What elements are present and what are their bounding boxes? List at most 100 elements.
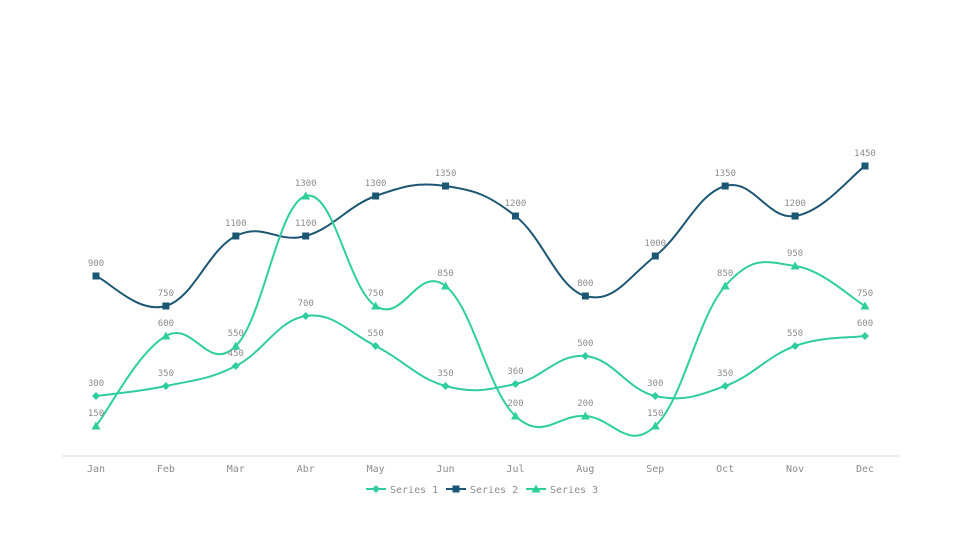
- series-3-point-nov: [790, 261, 800, 270]
- x-tick-label: Jun: [437, 464, 455, 475]
- series-1-point-aug: [581, 352, 590, 360]
- series-1-point-jan: [92, 392, 100, 400]
- series-3-point-jun: [441, 281, 451, 290]
- series-3-point-jul: [510, 411, 520, 420]
- series-1-data-label: 350: [717, 369, 733, 379]
- series-2-data-label: 1100: [225, 219, 247, 229]
- series-3-point-mar: [231, 341, 241, 350]
- x-tick-label: Dec: [856, 464, 874, 475]
- series-1-point-nov: [791, 342, 800, 350]
- legend-label: Series 1: [390, 485, 438, 496]
- series-2-point-jul: [511, 212, 519, 220]
- series-3-point-may: [371, 301, 381, 310]
- series-3-data-label: 600: [158, 319, 174, 329]
- series-1-point-feb: [161, 382, 170, 390]
- series-1: [92, 312, 869, 400]
- series-1-data-label: 550: [368, 329, 384, 339]
- series-3-data-label: 850: [717, 269, 733, 279]
- x-tick-label: Jul: [506, 464, 524, 475]
- series-2-point-oct: [721, 182, 729, 190]
- series-1-point-abr: [301, 312, 310, 320]
- series-3-point-jan: [91, 421, 101, 430]
- series-2-point-jun: [442, 182, 450, 190]
- series-1-point-jun: [441, 382, 450, 390]
- series-1-point-mar: [231, 362, 240, 370]
- x-tick-layer: Jan Feb Mar Abr May Jun Jul Aug Sep Oct Nov Dec: [87, 464, 874, 475]
- series-1-data-label: 350: [158, 369, 174, 379]
- series-3-point-dec: [860, 301, 870, 310]
- series-2-data-label: 1350: [435, 169, 457, 179]
- series-1-point-sep: [651, 392, 660, 400]
- series-1-data-label: 300: [647, 379, 663, 389]
- series-3-point-feb: [161, 331, 171, 340]
- legend: Series 1 Series 2 Series 3: [366, 484, 598, 497]
- legend-item-series-2[interactable]: Series 2: [446, 485, 518, 496]
- series-2-data-label: 1200: [505, 199, 527, 209]
- x-tick-label: Oct: [716, 464, 734, 475]
- series-1-data-label: 300: [88, 379, 104, 389]
- legend-marker-icon: [452, 485, 460, 493]
- series-2-point-dec: [861, 162, 869, 170]
- series-3-data-label: 200: [577, 399, 593, 409]
- series-3-data-label: 750: [368, 289, 384, 299]
- series-1-data-label: 350: [437, 369, 453, 379]
- series-2-data-label: 1350: [714, 169, 736, 179]
- series-1-point-dec: [861, 332, 869, 340]
- legend-item-series-3[interactable]: Series 3: [526, 484, 598, 497]
- series-1-line: [95, 314, 866, 400]
- series-2-line: [95, 165, 866, 309]
- series-1-point-jul: [511, 380, 520, 388]
- series-layer: [91, 162, 870, 437]
- x-tick-label: Jan: [87, 464, 105, 475]
- series-3-data-label: 950: [787, 249, 803, 259]
- legend-item-series-1[interactable]: Series 1: [366, 485, 438, 496]
- series-3-data-label: 200: [507, 399, 523, 409]
- series-3: [91, 191, 870, 437]
- series-2-data-label: 1200: [784, 199, 806, 209]
- x-tick-label: Feb: [157, 464, 175, 475]
- series-2-point-mar: [232, 232, 240, 240]
- series-1-point-may: [371, 342, 380, 350]
- series-1-data-label: 450: [228, 349, 244, 359]
- series-1-data-label: 600: [857, 319, 873, 329]
- series-2-data-label: 1300: [365, 179, 387, 189]
- series-1-data-label: 700: [298, 299, 314, 309]
- x-tick-label: May: [367, 464, 385, 475]
- x-tick-label: Aug: [576, 464, 594, 475]
- x-tick-label: Abr: [297, 464, 315, 475]
- series-3-data-label: 850: [437, 269, 453, 279]
- series-2-point-nov: [791, 212, 799, 220]
- legend-label: Series 3: [550, 485, 598, 496]
- series-1-data-label: 360: [507, 367, 523, 377]
- series-2-data-label: 1000: [644, 239, 666, 249]
- legend-marker-icon: [531, 484, 541, 493]
- data-label-layer: 300 350 450 700 550 350 360 500 300 350 550 600 900 7…: [88, 149, 876, 419]
- series-3-point-aug: [580, 411, 590, 420]
- series-2-data-label: 750: [158, 289, 174, 299]
- x-tick-label: Mar: [227, 464, 245, 475]
- series-3-data-label: 150: [88, 409, 104, 419]
- series-2-point-aug: [581, 292, 589, 300]
- series-3-point-oct: [720, 281, 730, 290]
- x-tick-label: Nov: [786, 464, 804, 475]
- legend-label: Series 2: [470, 485, 518, 496]
- series-2-point-abr: [302, 232, 310, 240]
- series-1-point-oct: [721, 382, 730, 390]
- series-2-data-label: 1100: [295, 219, 317, 229]
- series-2-data-label: 1450: [854, 149, 876, 159]
- series-3-line: [95, 194, 866, 437]
- series-2-point-sep: [651, 252, 659, 260]
- series-3-point-abr: [301, 191, 311, 200]
- x-tick-label: Sep: [646, 464, 664, 475]
- series-3-data-label: 550: [228, 329, 244, 339]
- series-2-point-jan: [92, 272, 100, 280]
- series-2-point-feb: [162, 302, 170, 310]
- series-1-data-label: 550: [787, 329, 803, 339]
- series-2-point-may: [372, 192, 380, 200]
- series-2-data-label: 800: [577, 279, 593, 289]
- series-1-data-label: 500: [577, 339, 593, 349]
- legend-marker-icon: [372, 485, 380, 493]
- series-2: [92, 162, 869, 310]
- series-3-data-label: 1300: [295, 179, 317, 189]
